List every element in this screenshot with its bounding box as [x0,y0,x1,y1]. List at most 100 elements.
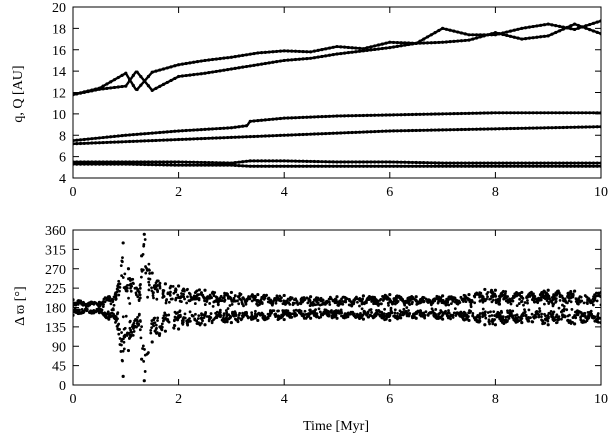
top-series-point [459,39,464,43]
bottom-series-point [300,312,304,316]
bottom-series-point [438,316,442,320]
top-series-point [180,160,184,164]
bottom-series-point [314,298,318,302]
bottom-y-tick-label: 360 [45,224,66,239]
bottom-series-point [432,297,436,301]
bottom-series-point [156,319,159,322]
top-series-point [497,161,501,165]
top-series-point [154,138,158,143]
top-series-point [399,44,403,48]
top-series-point [256,63,260,67]
top-series-point [456,164,460,168]
top-series-point [120,134,124,138]
top-series-point [437,164,441,168]
top-series-point [456,111,460,116]
bottom-series-point [586,298,589,302]
top-series-point [97,136,101,140]
top-series-point [324,160,328,164]
bottom-series-point [395,314,399,318]
top-series-point [127,139,132,144]
bottom-series-point [555,321,558,325]
top-series-point [275,133,279,138]
top-series-point [259,164,264,168]
bottom-series-point [80,302,84,306]
bottom-series-point [303,309,307,313]
top-series-point [154,163,158,167]
top-series-point [327,131,332,136]
bottom-series-point [284,301,288,305]
top-series-point [482,127,486,131]
bottom-series-point [319,315,323,319]
top-series-point [73,93,75,97]
bottom-plot-frame [72,229,602,386]
top-series-point [290,164,294,168]
bottom-series-point [332,314,336,318]
bottom-series-point [203,303,207,306]
top-series-point [275,164,279,168]
bottom-series-point [219,294,223,298]
top-series-point [222,161,226,165]
bottom-series-point [222,296,226,299]
bottom-series-point [362,309,366,313]
bottom-envelope-point-lower [493,323,497,327]
top-series-point [252,51,256,56]
top-series-point [161,138,166,142]
bottom-series-point [277,317,281,321]
bottom-series-point [186,295,189,299]
bottom-series-point [575,313,579,317]
top-series-point [105,82,109,86]
top-series-point [218,136,222,140]
bottom-series-point [532,299,536,303]
top-series-point [361,164,365,168]
bottom-series-point [399,316,403,320]
bottom-series-point [142,243,146,246]
top-series-point [584,24,588,28]
top-series-point [391,40,396,45]
top-series-point [478,35,482,39]
bottom-series-point [151,291,155,295]
top-series-point [278,159,283,163]
top-series-point [471,161,475,165]
bottom-series-point [136,320,139,323]
bottom-series-point [525,295,529,299]
bottom-series-point [447,303,451,307]
bottom-series-point [335,300,339,304]
top-series-point [192,128,196,132]
top-series-point [233,163,237,167]
top-series-point [365,130,369,134]
bottom-series-point [225,312,229,316]
bottom-series-point [224,292,228,296]
bottom-series-point [291,312,295,316]
top-series-point [403,129,407,133]
bottom-series-point [294,308,298,312]
top-series-point [550,111,554,115]
bottom-series-point [140,268,144,271]
bottom-series-point [193,302,197,305]
top-series-point [463,161,467,165]
top-series-point [339,45,343,49]
bottom-series-point [564,299,567,303]
top-series-point [403,41,407,45]
bottom-series-point [189,298,193,301]
top-series-point [403,113,407,117]
bottom-series-point [254,316,258,320]
bottom-series-point [437,312,440,316]
bottom-series-point [258,303,261,307]
top-series-point [474,36,479,40]
top-series-point [286,49,290,53]
bottom-y-tick-label: 45 [52,360,66,375]
bottom-series-point [583,294,587,297]
top-series-point [429,164,433,168]
bottom-series-point [406,313,410,317]
top-series-point [422,112,426,116]
top-series-point [275,49,279,54]
bottom-series-point [151,322,155,325]
top-series-point [584,125,588,129]
top-series-point [184,73,188,78]
bottom-series-point [591,303,595,307]
bottom-series-point [112,303,116,307]
top-series-point [448,40,452,44]
top-series-point [403,43,407,47]
top-series-point [429,41,433,45]
